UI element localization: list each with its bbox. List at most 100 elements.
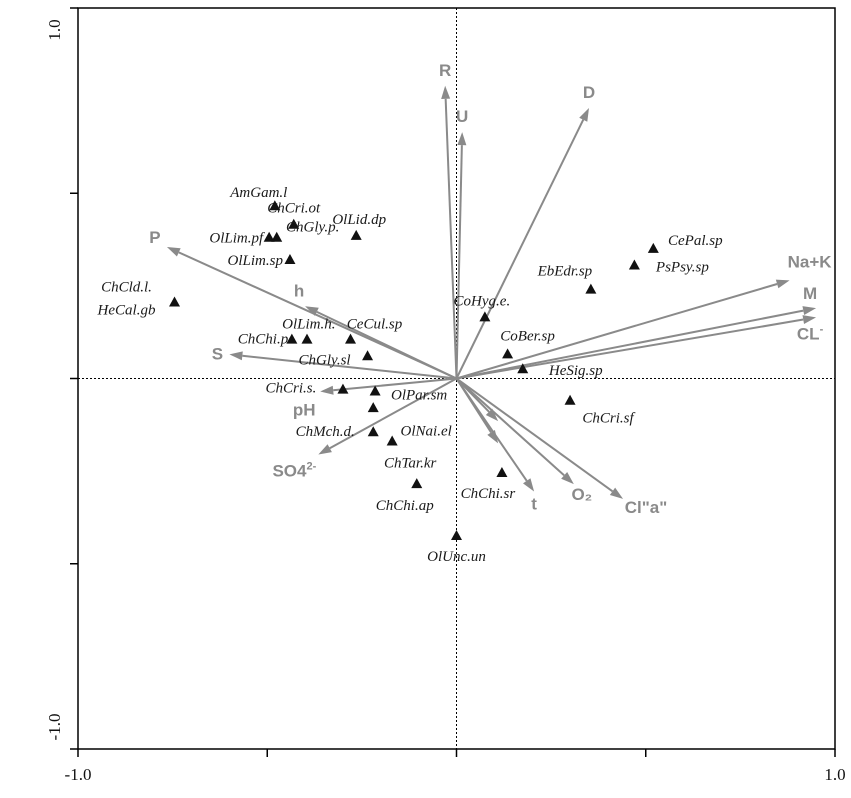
species-label: ChChi.ap xyxy=(376,498,434,514)
env-arrow-head xyxy=(802,315,817,324)
env-arrow-head xyxy=(305,306,319,316)
species-point xyxy=(345,333,357,344)
species-label: OlLid.dp xyxy=(332,212,386,228)
env-arrow xyxy=(456,283,778,380)
env-arrow xyxy=(455,377,565,477)
env-arrow xyxy=(456,309,804,380)
env-arrow-label: h xyxy=(294,281,304,300)
species-point xyxy=(367,402,379,413)
species-label: ChCri.ot xyxy=(267,201,321,217)
env-arrow-label: CL- xyxy=(797,323,824,343)
species-point xyxy=(362,350,374,361)
env-arrow-head xyxy=(320,385,334,395)
y-tick-label: -1.0 xyxy=(45,714,64,741)
env-arrow-head xyxy=(579,108,589,122)
species-point xyxy=(263,231,275,242)
env-arrow-head xyxy=(457,132,467,146)
species-label: ChGly.sl xyxy=(299,352,351,368)
species-label: PsPsy.sp xyxy=(655,259,709,275)
env-arrow xyxy=(316,310,457,380)
environment-arrows: R U D Ph SpH SO42- Na+K M CL-t O₂ Cl"a" xyxy=(149,61,832,517)
y-tick-label: 1.0 xyxy=(45,19,64,40)
env-arrow-label: S xyxy=(212,344,223,363)
env-arrow-head xyxy=(318,444,332,455)
species-point xyxy=(411,478,423,489)
species-point xyxy=(169,296,181,307)
env-arrow-head xyxy=(166,246,181,257)
species-point xyxy=(496,466,508,477)
species-label: ChMch.d. xyxy=(296,424,355,440)
species-label: ChCld.l. xyxy=(101,280,152,296)
species-point xyxy=(284,253,296,264)
env-arrow-head xyxy=(775,279,790,289)
env-arrow-label: Na+K xyxy=(788,252,833,271)
species-label: OlLim.sp xyxy=(228,253,284,269)
species-label: OlLim.h. xyxy=(282,317,335,333)
env-arrow xyxy=(455,119,585,379)
species-label: OlNai.el xyxy=(401,423,452,439)
species-label: EbEdr.sp xyxy=(537,264,593,280)
env-arrow-head xyxy=(523,478,535,492)
env-arrow-label: U xyxy=(456,107,468,126)
env-arrow xyxy=(456,318,804,380)
env-arrow-head xyxy=(485,408,499,422)
species-label: AmGam.l xyxy=(229,185,287,201)
species-label: ChCri.sf xyxy=(582,411,635,427)
species-label: ChCri.s. xyxy=(266,381,317,397)
species-point xyxy=(369,385,381,396)
env-arrow-label: P xyxy=(149,228,160,247)
species-label: CoHyg.e. xyxy=(454,293,511,309)
species-label: ChChi.p xyxy=(238,332,289,348)
species-point xyxy=(286,333,298,344)
species-point xyxy=(564,394,576,405)
zero-lines xyxy=(78,8,835,749)
species-point xyxy=(479,311,491,322)
species-label: CeCul.sp xyxy=(347,317,403,333)
env-arrow-label: M xyxy=(803,284,817,303)
axis-ticks xyxy=(70,7,836,757)
env-arrow-head xyxy=(487,429,499,444)
species-point xyxy=(271,231,283,242)
species-point xyxy=(502,348,514,359)
env-arrow-label: D xyxy=(583,83,595,102)
env-arrow-head xyxy=(609,487,624,499)
axis-tick-labels: -1.0 1.0 1.0 -1.0 xyxy=(45,19,846,784)
species-label: HeCal.gb xyxy=(97,303,156,319)
env-arrow xyxy=(242,354,457,380)
species-point xyxy=(337,383,349,394)
x-tick-label: 1.0 xyxy=(824,765,845,784)
species-point xyxy=(269,200,281,211)
x-tick-label: -1.0 xyxy=(65,765,92,784)
species-point xyxy=(628,259,640,270)
species-point xyxy=(367,426,379,437)
env-arrow-label: Cl"a" xyxy=(625,498,668,517)
species-point xyxy=(647,242,659,253)
env-arrow xyxy=(455,377,614,493)
species-point xyxy=(517,363,529,374)
env-arrow-label: pH xyxy=(293,400,316,419)
env-arrow xyxy=(333,377,457,392)
species-points: ChCri.ot OlLid.dp AmGam.l OlLim.pf ChGly.p. O… xyxy=(97,185,724,565)
env-arrow-head xyxy=(802,306,817,316)
species-label: ChChi.sr xyxy=(461,486,516,502)
species-label: ChGly.p. xyxy=(286,220,339,236)
env-arrow-head xyxy=(229,351,243,361)
species-label: CePal.sp xyxy=(668,233,723,249)
species-point xyxy=(585,283,597,294)
env-arrow xyxy=(455,145,463,379)
env-arrow-head xyxy=(561,472,574,485)
env-arrow-head xyxy=(441,85,451,99)
env-arrow-label: SO42- xyxy=(272,460,316,480)
env-arrow xyxy=(455,377,528,482)
species-point xyxy=(350,229,362,240)
species-label: OlLim.pf xyxy=(209,231,265,247)
species-label: OlPar.sm xyxy=(391,387,447,403)
species-label: ChTar.kr xyxy=(384,455,437,471)
env-arrow-label: R xyxy=(439,61,451,80)
species-point xyxy=(451,529,462,540)
species-label: OlUnc.un xyxy=(427,549,486,565)
env-arrow xyxy=(444,98,458,379)
species-point xyxy=(301,333,313,344)
species-point xyxy=(288,218,300,229)
